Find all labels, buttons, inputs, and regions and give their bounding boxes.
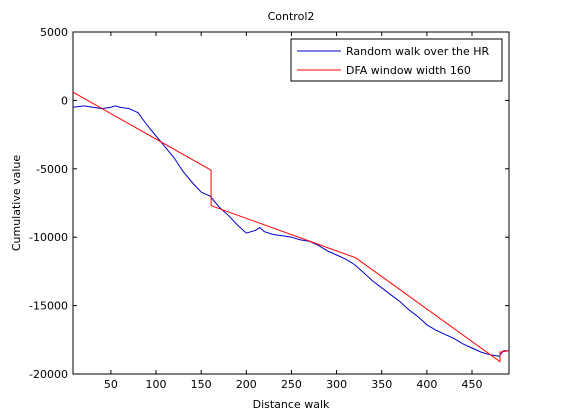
x-axis-label: Distance walk [253,398,330,411]
y-tick-label: -10000 [29,231,68,244]
legend-box [290,38,503,82]
y-axis-label: Cumulative value [10,155,23,252]
chart-title: Control2 [268,10,315,23]
x-tick-label: 350 [371,378,392,391]
x-tick-label: 300 [326,378,347,391]
y-tick-label: 0 [61,94,68,107]
legend: Random walk over the HR DFA window width… [290,38,503,82]
series-layer [72,91,510,363]
legend-label-dfa: DFA window width 160 [346,64,471,77]
y-tick-label: -20000 [29,368,68,381]
x-tick-label: 100 [146,378,167,391]
x-tick-label: 50 [104,378,118,391]
tick-layer: 50 100 150 200 250 300 350 400 450 5000 0 -5000 -100… [29,26,509,391]
x-tick-label: 400 [416,378,437,391]
x-tick-label: 200 [236,378,257,391]
series-line-random-walk [72,105,509,357]
x-tick-label: 150 [191,378,212,391]
x-tick-label: 250 [281,378,302,391]
y-tick-label: -5000 [36,163,68,176]
y-tick-label: 5000 [40,26,68,39]
plot-area [72,31,510,375]
x-tick-label: 450 [461,378,482,391]
legend-label-random-walk: Random walk over the HR [346,45,490,58]
series-line-dfa [72,91,510,363]
y-tick-label: -15000 [29,300,68,313]
